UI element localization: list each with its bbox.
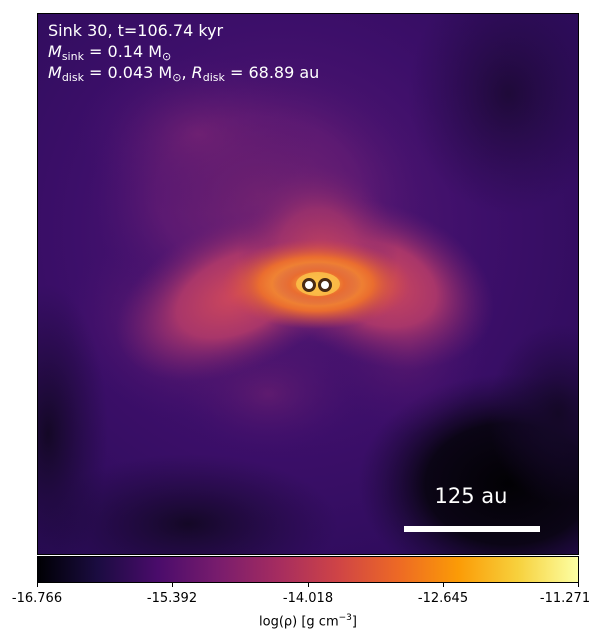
density-map: Sink 30, t=106.74 kyr Msink = 0.14 M⊙ Md…	[37, 13, 579, 555]
colorbar	[37, 556, 579, 583]
colorbar-tick-label: -15.392	[146, 591, 198, 606]
sink-mass-line: Msink = 0.14 M⊙	[48, 42, 172, 64]
sink-a	[302, 278, 316, 292]
colorbar-axis-label: log(ρ) [g cm−3]	[259, 613, 357, 630]
colorbar-tick	[443, 583, 444, 587]
colorbar-tick-label: -16.766	[11, 591, 63, 606]
colorbar-tick	[308, 583, 309, 587]
density-image	[38, 14, 578, 554]
colorbar-tick	[37, 583, 38, 587]
scale-bar-label: 125 au	[434, 484, 508, 508]
title-line: Sink 30, t=106.74 kyr	[48, 21, 224, 40]
colorbar-tick-label: -14.018	[282, 591, 334, 606]
disk-properties-line: Mdisk = 0.043 M⊙, Rdisk = 68.89 au	[48, 63, 320, 85]
colorbar-tick	[578, 583, 579, 587]
scale-bar	[404, 526, 540, 532]
colorbar-tick	[172, 583, 173, 587]
colorbar-tick-label: -12.645	[417, 591, 469, 606]
sink-b	[318, 278, 332, 292]
colorbar-tick-label: -11.271	[539, 591, 591, 606]
